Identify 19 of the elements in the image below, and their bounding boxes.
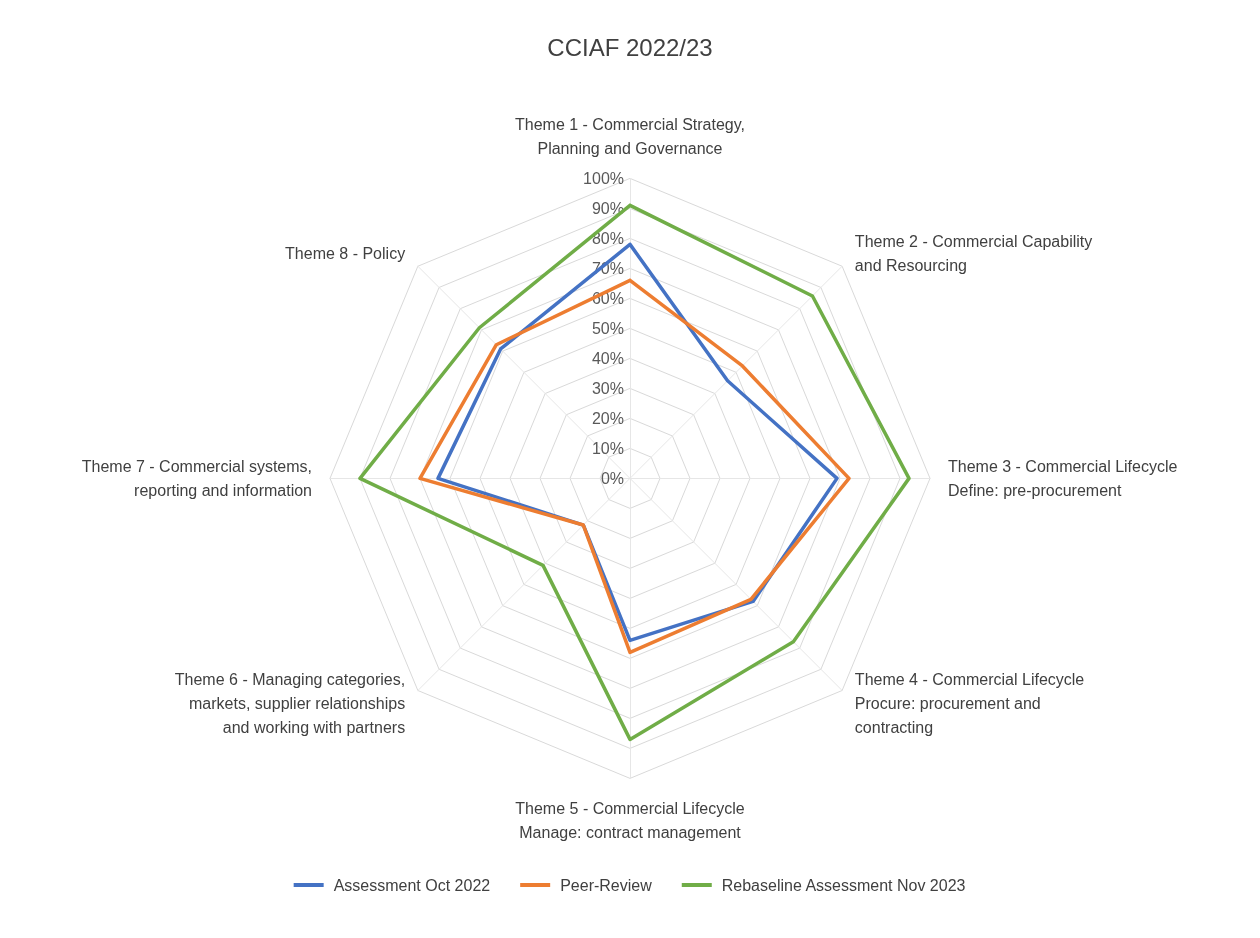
legend-label: Peer-Review [560, 876, 653, 894]
chart-title: CCIAF 2022/23 [547, 33, 713, 61]
y-tick-label: 30% [591, 379, 624, 397]
y-tick-label: 10% [591, 439, 624, 457]
y-tick-label: 100% [583, 169, 624, 187]
y-tick-label: 0% [600, 469, 624, 487]
spoke-label: Theme 7 - Commercial systems, reporting and information [81, 457, 312, 499]
spoke-label: Theme 5 - Commercial Lifecycle Manage: contract management [515, 799, 745, 841]
y-tick-label: 40% [591, 349, 624, 367]
spoke-label: Theme 2 - Commercial Capability and Resourcing [854, 233, 1093, 275]
y-tick-label: 20% [591, 409, 624, 427]
legend-label: Rebaseline Assessment Nov 2023 [721, 876, 966, 894]
spoke-label: Theme 3 - Commercial Lifecycle Define: pre-procurement [948, 457, 1178, 499]
spoke-label: Theme 1 - Commercial Strategy, Planning and Governance [515, 115, 745, 157]
spoke-label: Theme 8 - Policy [285, 245, 406, 263]
legend-label: Assessment Oct 2022 [333, 876, 491, 894]
spoke-label: Theme 4 - Commercial Lifecycle Procure: procurement and contracting [854, 670, 1085, 736]
y-tick-label: 50% [591, 319, 624, 337]
spoke-label: Theme 6 - Managing categories, markets, supplier relationships and working with partners [174, 670, 406, 736]
